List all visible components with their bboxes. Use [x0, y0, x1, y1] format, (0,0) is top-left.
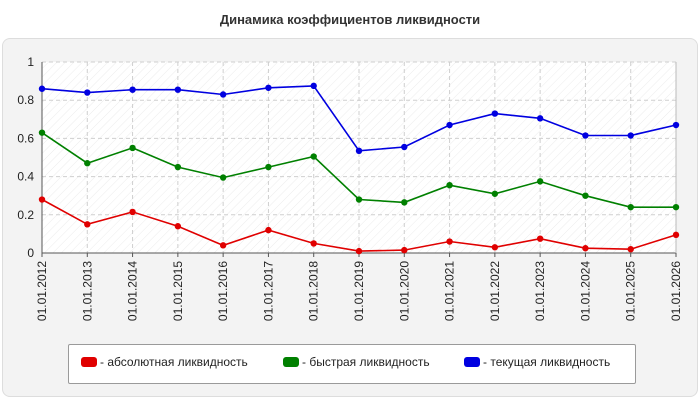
- data-point: [446, 238, 453, 245]
- legend-item-quick[interactable]: - быстрая ликвидность: [283, 355, 430, 369]
- y-tick-label: 0.8: [17, 93, 34, 107]
- x-tick-label: 01.01.2021: [443, 261, 457, 321]
- legend-label: - быстрая ликвидность: [302, 355, 430, 369]
- data-point: [129, 144, 136, 152]
- legend-item-absolute[interactable]: - абсолютная ликвидность: [81, 355, 248, 369]
- legend-label: - абсолютная ликвидность: [100, 355, 248, 369]
- x-tick-label: 01.01.2016: [216, 261, 230, 321]
- data-point: [38, 196, 46, 203]
- y-tick-label: 0.2: [17, 208, 34, 222]
- data-point: [627, 132, 634, 139]
- data-point: [84, 221, 91, 228]
- data-point: [582, 132, 589, 139]
- data-point: [355, 247, 363, 255]
- data-point: [536, 115, 544, 122]
- y-tick-label: 1: [27, 55, 34, 69]
- data-point: [582, 245, 589, 252]
- data-point: [446, 181, 453, 189]
- data-point: [491, 244, 499, 251]
- data-point: [84, 160, 91, 167]
- x-tick-label: 01.01.2017: [261, 261, 275, 321]
- data-point: [536, 235, 544, 242]
- data-point: [129, 208, 136, 216]
- data-point: [174, 223, 182, 230]
- data-point: [84, 89, 91, 96]
- x-tick-label: 01.01.2023: [533, 261, 547, 321]
- legend-swatch: [81, 357, 97, 367]
- data-point: [310, 153, 317, 160]
- x-tick-label: 01.01.2022: [488, 261, 502, 321]
- data-point: [627, 203, 634, 211]
- series: [38, 82, 680, 255]
- x-tick-label: 01.01.2025: [624, 261, 638, 321]
- chart-title: Динамика коэффициентов ликвидности: [219, 12, 481, 27]
- data-point: [401, 246, 408, 254]
- legend-swatch: [464, 357, 480, 367]
- x-tick-label: 01.01.2018: [307, 261, 321, 321]
- legend-label: - текущая ликвидность: [483, 355, 611, 369]
- legend-swatch: [283, 357, 299, 367]
- data-point: [219, 174, 227, 181]
- axes: 0 0.2 0.4 0.6 0.8 1 01.01.2012 01.01.2013 01.01.…: [17, 55, 683, 321]
- x-tick-label: 01.01.2012: [35, 261, 49, 321]
- data-point: [174, 163, 182, 171]
- x-tick-label: 01.01.2019: [352, 261, 366, 321]
- data-point: [310, 240, 317, 247]
- series-0: [38, 196, 680, 255]
- data-point: [38, 85, 46, 92]
- data-point: [174, 86, 182, 93]
- data-point: [627, 245, 634, 253]
- x-tick-label: 01.01.2020: [397, 261, 411, 321]
- data-point: [401, 143, 408, 151]
- data-point: [265, 226, 272, 234]
- legend-item-current[interactable]: - текущая ликвидность: [464, 355, 610, 369]
- data-point: [582, 192, 589, 199]
- data-point: [129, 86, 136, 93]
- x-tick-label: 01.01.2015: [171, 261, 185, 321]
- x-tick-label: 01.01.2026: [669, 261, 683, 321]
- data-point: [38, 129, 46, 136]
- data-point: [355, 147, 363, 155]
- series-1: [38, 129, 680, 211]
- data-point: [265, 163, 272, 171]
- data-point: [672, 203, 680, 211]
- y-tick-label: 0.4: [17, 170, 34, 184]
- data-point: [446, 121, 453, 129]
- data-point: [219, 242, 227, 249]
- data-point: [491, 190, 499, 197]
- series-2: [38, 82, 680, 155]
- x-tick-label: 01.01.2024: [578, 261, 592, 321]
- data-point: [265, 84, 272, 91]
- x-tick-label: 01.01.2014: [126, 261, 140, 321]
- y-tick-label: 0.6: [17, 131, 34, 145]
- data-point: [491, 110, 499, 117]
- legend: - абсолютная ликвидность - быстрая ликви…: [68, 344, 636, 384]
- data-point: [672, 121, 680, 129]
- data-point: [672, 231, 680, 239]
- data-point: [310, 82, 317, 90]
- data-point: [355, 196, 363, 203]
- data-point: [536, 178, 544, 185]
- y-tick-label: 0: [27, 246, 34, 260]
- x-tick-label: 01.01.2013: [80, 261, 94, 321]
- data-point: [219, 91, 227, 98]
- data-point: [401, 199, 408, 206]
